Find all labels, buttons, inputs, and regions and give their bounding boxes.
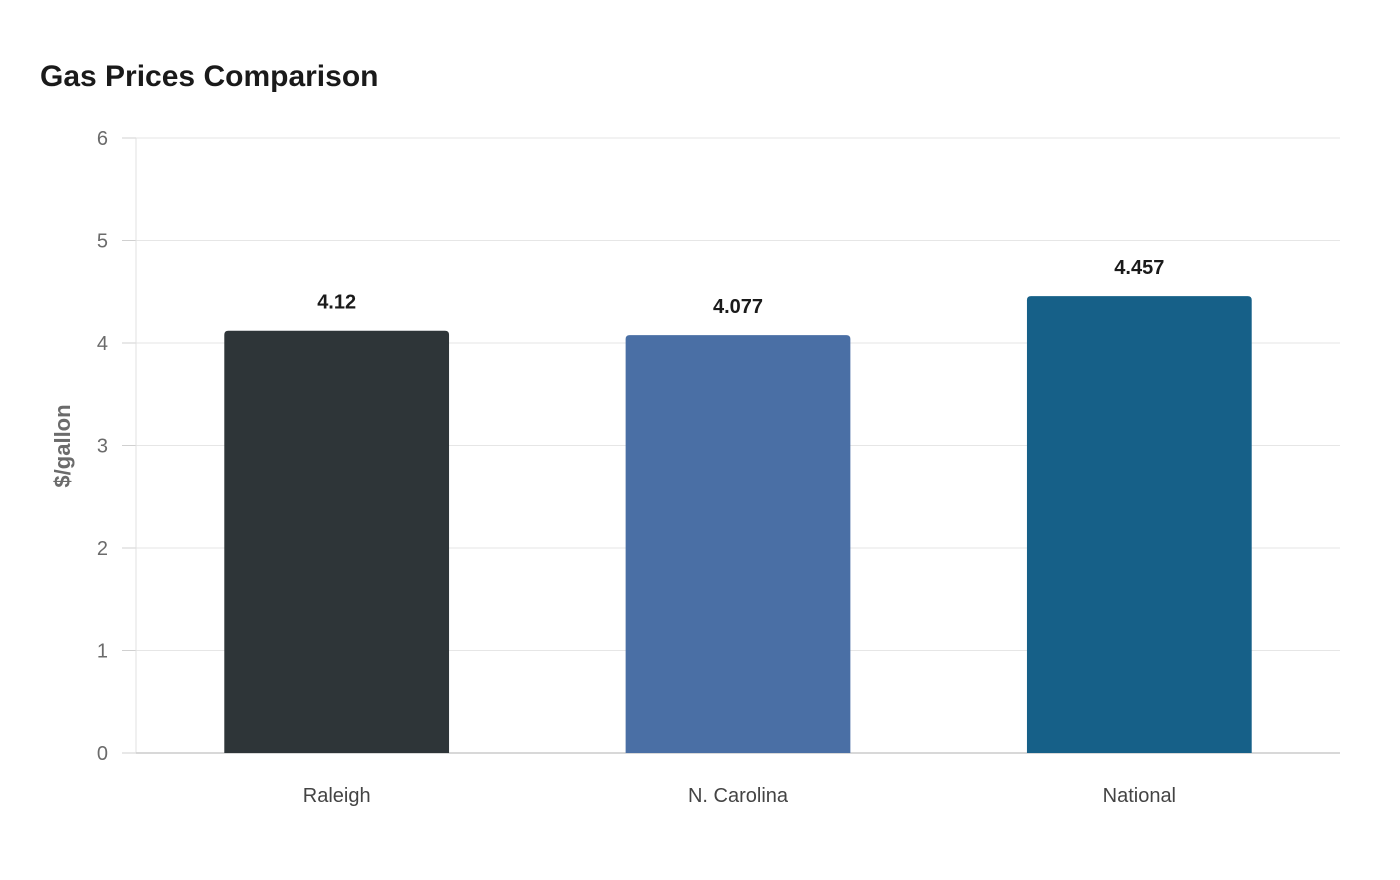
category-labels: Raleigh N. Carolina National xyxy=(303,785,1176,807)
x-category-label: National xyxy=(1103,785,1176,807)
bar xyxy=(1026,296,1252,753)
x-category-label: Raleigh xyxy=(303,785,371,807)
bar xyxy=(224,330,450,753)
y-tick-labels: 0 1 2 3 4 5 6 xyxy=(97,128,108,765)
y-tick-label: 3 xyxy=(97,436,108,458)
chart-title: Gas Prices Comparison xyxy=(40,60,379,93)
bars xyxy=(224,296,1252,753)
y-tick-label: 6 xyxy=(97,128,108,150)
x-category-label: N. Carolina xyxy=(688,785,789,807)
data-label: 4.077 xyxy=(713,296,763,318)
y-tick-label: 2 xyxy=(97,538,108,560)
data-label: 4.12 xyxy=(317,292,356,314)
y-axis-title: $/gallon xyxy=(50,404,75,487)
y-tick-label: 4 xyxy=(97,333,108,355)
y-tick-label: 0 xyxy=(97,743,108,765)
data-labels: 4.12 4.077 4.457 xyxy=(317,257,1164,318)
y-tick-label: 5 xyxy=(97,231,108,253)
bar xyxy=(625,335,851,753)
data-label: 4.457 xyxy=(1114,257,1164,279)
y-tick-label: 1 xyxy=(97,641,108,663)
